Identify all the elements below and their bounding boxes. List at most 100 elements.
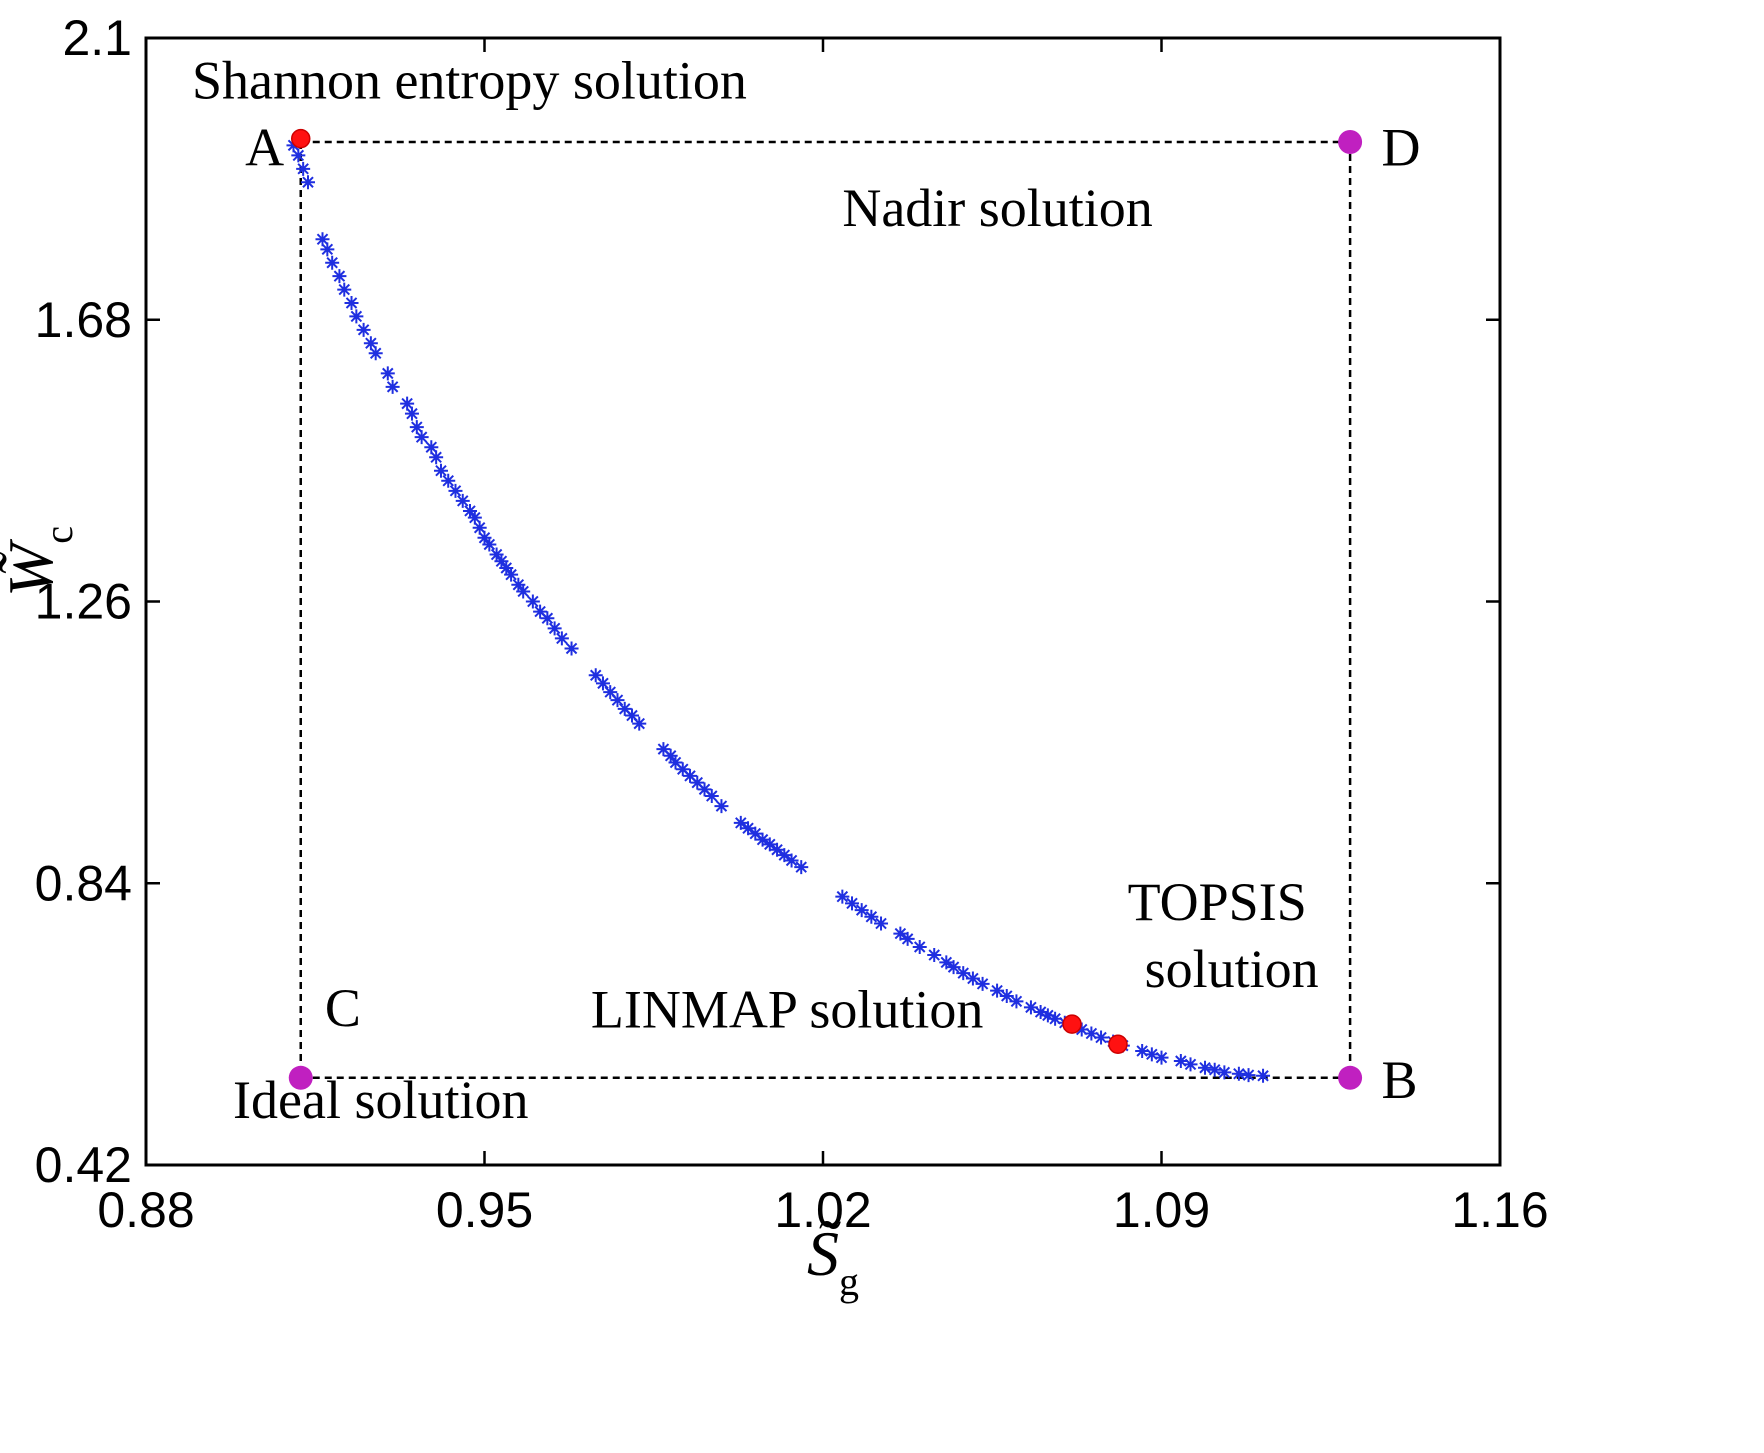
pareto-point [1009, 994, 1024, 1009]
annotation-topsis2: solution [1145, 939, 1319, 999]
pareto-point [1154, 1050, 1169, 1065]
pareto-point [1256, 1068, 1271, 1083]
pareto-point [777, 848, 792, 863]
pareto-point [762, 837, 777, 852]
annotation-A: A [245, 117, 284, 177]
pareto-point [482, 537, 497, 552]
pareto-point [462, 503, 477, 518]
pareto-point [344, 295, 359, 310]
annotations: Shannon entropy solution A D Nadir solution… [192, 50, 1421, 1130]
pareto-point [1040, 1008, 1055, 1023]
y-tick-label: 0.84 [35, 855, 132, 911]
pareto-point [755, 832, 770, 847]
decision-points [290, 128, 1128, 1054]
pareto-point [990, 983, 1005, 998]
pareto-point [296, 161, 311, 176]
pareto-point [511, 577, 526, 592]
annotation-D: D [1382, 117, 1421, 177]
pareto-point [385, 379, 400, 394]
pareto-point [939, 955, 954, 970]
pareto-point [300, 175, 315, 190]
pareto-point [489, 547, 504, 562]
annotation-linmap: LINMAP solution [591, 979, 984, 1039]
pareto-point [927, 948, 942, 963]
pareto-point [409, 420, 424, 435]
pareto-point [1135, 1043, 1150, 1058]
pareto-point [835, 889, 850, 904]
pareto-point [516, 584, 531, 599]
pareto-point [595, 676, 610, 691]
pareto-point [533, 604, 548, 619]
corner-points [288, 129, 1363, 1090]
pareto-point [349, 309, 364, 324]
pareto-point [714, 799, 729, 814]
pareto-point [946, 960, 961, 975]
pareto-point [748, 826, 763, 841]
pareto-point [770, 842, 785, 857]
y-axis-subscript: c [36, 526, 81, 544]
x-tick-label: 1.09 [1113, 1182, 1210, 1238]
pareto-point [356, 322, 371, 337]
y-axis-symbol: W̃ [0, 538, 66, 597]
pareto-point [900, 931, 915, 946]
y-axis-title: W̃c [0, 526, 81, 597]
pareto-point [286, 138, 301, 153]
pareto-point [448, 483, 463, 498]
pareto-point [845, 896, 860, 911]
pareto-point [690, 775, 705, 790]
pareto-point [864, 909, 879, 924]
pareto-point [624, 708, 639, 723]
pareto-point [965, 971, 980, 986]
pareto-point [663, 748, 678, 763]
pareto-point [404, 406, 419, 421]
reference-lines [299, 140, 1352, 1080]
x-tick-label: 1.16 [1451, 1182, 1548, 1238]
pareto-point [1023, 1000, 1038, 1015]
pareto-point [477, 530, 492, 545]
pareto-point [564, 641, 579, 656]
pareto-front-series [286, 138, 1271, 1083]
pareto-point [784, 853, 799, 868]
y-tick-label: 1.68 [35, 292, 132, 348]
pareto-point [499, 560, 514, 575]
pareto-point [429, 450, 444, 465]
pareto-point [547, 621, 562, 636]
pareto-point [380, 366, 395, 381]
annotation-ideal: Ideal solution [233, 1070, 528, 1130]
pareto-point [1207, 1062, 1222, 1077]
x-tick-label: 0.95 [436, 1182, 533, 1238]
pareto-point [697, 782, 712, 797]
x-tick-label: 1.02 [774, 1182, 871, 1238]
pareto-point [1074, 1022, 1089, 1037]
pareto-point [632, 716, 647, 731]
pareto-point [683, 768, 698, 783]
annotation-B: B [1382, 1050, 1418, 1110]
pareto-point [1144, 1047, 1159, 1062]
pareto-point [332, 269, 347, 284]
pareto-point [588, 668, 603, 683]
pareto-point [467, 510, 482, 525]
pareto-point [1033, 1005, 1048, 1020]
pareto-point [999, 988, 1014, 1003]
pareto-point [1094, 1030, 1109, 1045]
y-tick-label: 0.42 [35, 1137, 132, 1193]
pareto-point [554, 631, 569, 646]
pareto-point [1173, 1054, 1188, 1069]
pareto-point [912, 939, 927, 954]
pareto-point [741, 821, 756, 836]
pareto-point [315, 232, 330, 247]
pareto-point [472, 520, 487, 535]
decision-point [1108, 1034, 1128, 1054]
decision-point [1062, 1014, 1082, 1034]
pareto-point [525, 594, 540, 609]
pareto-point [1231, 1066, 1246, 1081]
pareto-point [400, 396, 415, 411]
pareto-point [414, 430, 429, 445]
pareto-point [794, 860, 809, 875]
pareto-point [363, 336, 378, 351]
pareto-point [1241, 1068, 1256, 1083]
corner-point [1338, 129, 1363, 154]
corner-point [288, 1065, 313, 1090]
pareto-point [1084, 1026, 1099, 1041]
annotation-C: C [325, 978, 361, 1038]
